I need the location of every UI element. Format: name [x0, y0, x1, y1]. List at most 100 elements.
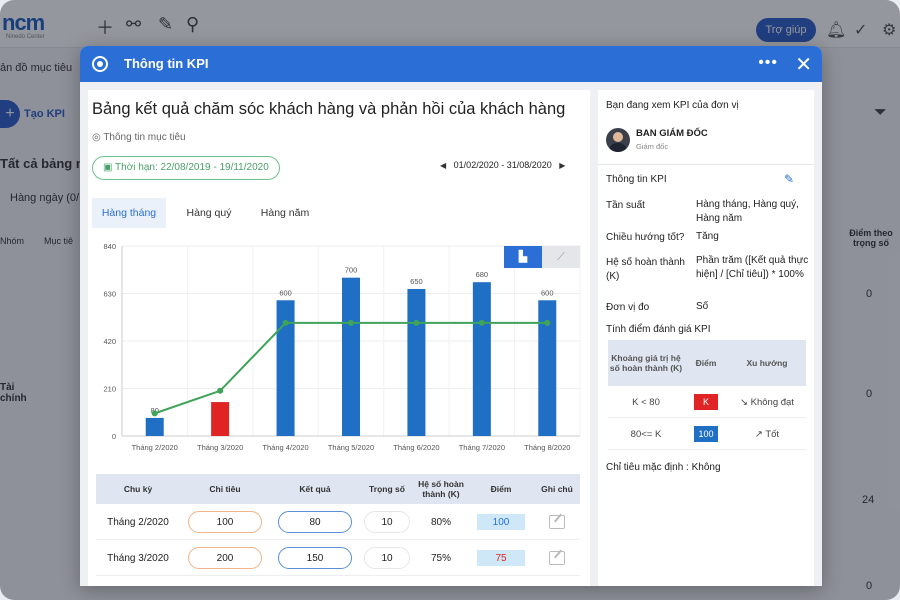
- target-point: [478, 319, 485, 326]
- x-tick-label: Tháng 5/2020: [328, 443, 374, 452]
- field-label-frequency: Tần suất: [606, 200, 645, 211]
- x-tick-label: Tháng 3/2020: [197, 443, 243, 452]
- bg-add-kpi-icon[interactable]: +: [0, 100, 20, 128]
- viewing-label: Bạn đang xem KPI của đơn vị: [606, 100, 739, 111]
- tab-quarterly[interactable]: Hàng quý: [186, 207, 232, 219]
- date-range-selector: ◀ 01/02/2020 - 31/08/2020 ▶: [440, 160, 565, 170]
- x-tick-label: Tháng 2/2020: [132, 443, 178, 452]
- field-value-unit: Số: [696, 301, 709, 312]
- filter-icon[interactable]: ⏷: [874, 104, 887, 121]
- settings-icon[interactable]: ⚙: [882, 22, 897, 39]
- scoring-table-header: Khoảng giá trị hệ số hoàn thành (K) Điểm…: [608, 340, 806, 386]
- target-icon: [92, 56, 108, 72]
- target-point: [151, 410, 158, 417]
- bar-value-label: 700: [345, 266, 358, 275]
- col-target: Chỉ tiêu: [209, 484, 241, 494]
- table-row: Tháng 2/2020 100 80 10 80% 100: [96, 504, 580, 540]
- bg-create-kpi[interactable]: Tạo KPI: [24, 108, 65, 120]
- kpi-chart: 021042063084080600700650680600Tháng 2/20…: [88, 236, 590, 466]
- x-tick-label: Tháng 6/2020: [393, 443, 439, 452]
- field-value-k: Phần trăm ([Kết quả thực hiện] / [Chỉ ti…: [696, 255, 809, 280]
- close-icon[interactable]: ✕: [795, 54, 812, 76]
- y-tick-label: 210: [103, 385, 116, 394]
- prev-period-icon[interactable]: ◀: [440, 161, 447, 170]
- col-weight: Trọng số: [369, 484, 405, 494]
- avatar: [606, 128, 630, 152]
- bg-score-value: 0: [866, 388, 873, 400]
- weight-input[interactable]: 10: [364, 511, 410, 533]
- bar: [407, 288, 426, 436]
- org-chart-icon[interactable]: ⚯: [126, 14, 142, 34]
- table-body: Tháng 2/2020 100 80 10 80% 100 Tháng 3/2020 200…: [96, 504, 580, 576]
- cell-k: 80%: [430, 516, 451, 528]
- kpi-info-modal: Thông tin KPI ••• ✕ Bảng kết quả chăm só…: [80, 46, 822, 586]
- score-badge: 75: [477, 550, 525, 566]
- field-value-direction: Tăng: [696, 231, 719, 242]
- check-circle-icon[interactable]: ✓: [854, 22, 868, 39]
- x-tick-label: Tháng 4/2020: [262, 443, 308, 452]
- field-label-k: Hệ số hoàn thành (K): [606, 257, 685, 282]
- app-logo-subtitle: Ninedo Center: [6, 34, 45, 40]
- results-table: Chu kỳ Chỉ tiêu Kết quả Trọng số Hệ số h…: [96, 474, 580, 576]
- score-badge: 100: [477, 514, 525, 530]
- background-topbar: ncm Ninedo Center ＋ ⚯ ✎ ⚲ Trợ giúp 🔔︎ ✓ …: [0, 0, 900, 48]
- bar: [342, 277, 360, 436]
- bar: [472, 282, 491, 436]
- table-header: Chu kỳ Chỉ tiêu Kết quả Trọng số Hệ số h…: [96, 474, 580, 504]
- goal-info-link[interactable]: ◎ Thông tin mục tiêu: [92, 132, 186, 143]
- cell-k: 75%: [430, 552, 451, 564]
- target-point: [544, 319, 551, 326]
- bar-line-chart-icon[interactable]: ▙: [504, 246, 542, 268]
- line-chart-icon[interactable]: ⟋: [542, 246, 580, 268]
- weight-input[interactable]: 10: [364, 547, 410, 569]
- bg-weighted-score: Điểm theo trọng số: [849, 228, 893, 248]
- col-note: Ghi chú: [541, 484, 573, 494]
- col-points: Điểm: [695, 358, 717, 368]
- col-k: Hệ số hoàn thành (K): [418, 479, 464, 499]
- more-options-icon[interactable]: •••: [758, 54, 778, 71]
- col-period: Chu kỳ: [123, 484, 153, 494]
- edit-pen-icon[interactable]: ✎: [784, 172, 795, 186]
- note-edit-icon[interactable]: [549, 515, 565, 529]
- table-row: Tháng 3/2020 200 150 10 75% 75: [96, 540, 580, 576]
- x-tick-label: Tháng 8/2020: [524, 443, 570, 452]
- next-period-icon[interactable]: ▶: [559, 161, 566, 170]
- cell-k-range: 80<= K: [630, 428, 662, 440]
- target-input[interactable]: 100: [188, 511, 262, 533]
- bg-all-boards: Tất cả bảng m: [0, 156, 88, 171]
- divider: [598, 164, 814, 165]
- modal-body: Bảng kết quả chăm sóc khách hàng và phản…: [80, 82, 822, 586]
- y-tick-label: 630: [103, 290, 116, 299]
- modal-header: Thông tin KPI ••• ✕: [80, 46, 822, 82]
- plus-icon[interactable]: ＋: [96, 18, 114, 38]
- result-input[interactable]: 150: [278, 547, 352, 569]
- app-logo: ncm: [2, 10, 45, 35]
- chart-svg: 021042063084080600700650680600Tháng 2/20…: [103, 242, 581, 452]
- field-label-unit: Đơn vị đo: [606, 302, 650, 313]
- bg-nav-map[interactable]: ản đồ mục tiêu: [0, 62, 73, 74]
- help-button[interactable]: Trợ giúp: [756, 18, 816, 42]
- cell-trend: ↗ Tốt: [754, 428, 780, 440]
- target-input[interactable]: 200: [188, 547, 262, 569]
- bell-icon[interactable]: 🔔︎: [826, 22, 847, 39]
- y-tick-label: 840: [103, 242, 116, 251]
- note-edit-icon[interactable]: [549, 551, 565, 565]
- bar: [538, 300, 557, 436]
- search-icon[interactable]: ⚲: [186, 14, 200, 34]
- field-label-direction: Chiều hướng tốt?: [606, 232, 685, 243]
- default-target: Chỉ tiêu mặc định : Không: [606, 462, 721, 473]
- tab-yearly[interactable]: Hàng năm: [260, 207, 310, 219]
- bar: [276, 300, 295, 436]
- modal-title: Thông tin KPI: [124, 56, 209, 71]
- points-badge: K: [694, 394, 718, 410]
- pen-icon[interactable]: ✎: [158, 14, 174, 34]
- tab-monthly[interactable]: Hàng tháng: [92, 198, 166, 228]
- result-input[interactable]: 80: [278, 511, 352, 533]
- scoring-table-body: K < 80 K ↘ Không đạt 80<= K 100 ↗ Tốt: [608, 386, 806, 450]
- scoring-table: Khoảng giá trị hệ số hoàn thành (K) Điểm…: [608, 340, 806, 450]
- y-tick-label: 420: [103, 337, 116, 346]
- scoring-row: K < 80 K ↘ Không đạt: [608, 386, 806, 418]
- bg-daily[interactable]: Hàng ngày (0/1: [10, 192, 86, 204]
- info-title: Thông tin KPI: [606, 174, 667, 185]
